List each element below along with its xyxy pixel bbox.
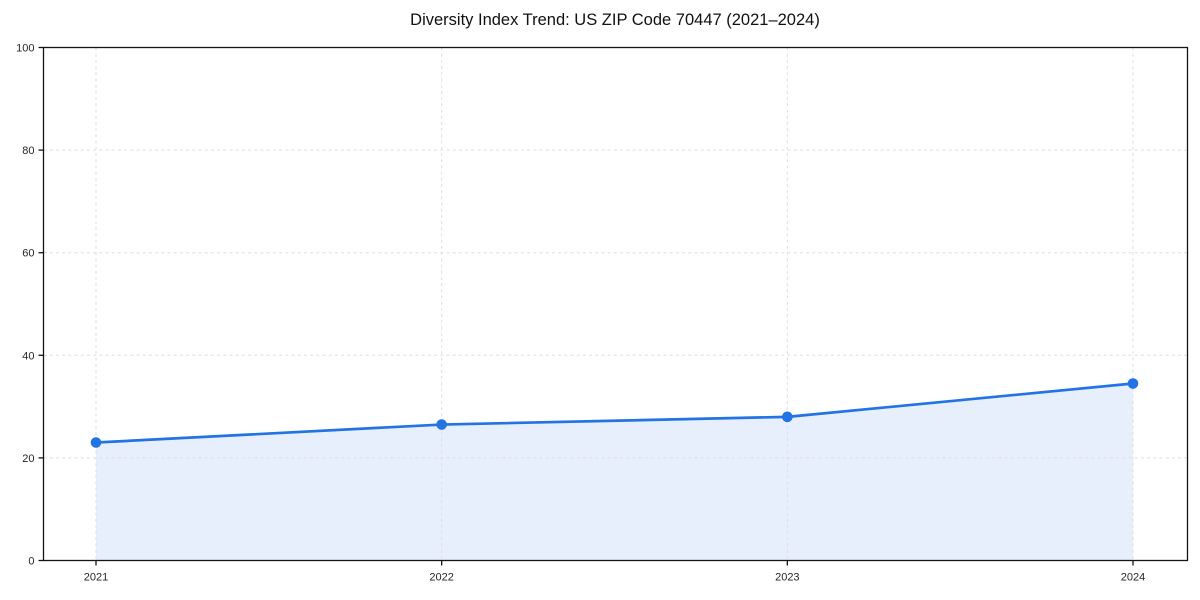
data-point-marker xyxy=(436,419,447,430)
y-axis-tick-label: 40 xyxy=(22,350,34,362)
y-axis-tick-label: 60 xyxy=(22,248,34,260)
y-axis-tick-label: 100 xyxy=(16,43,34,55)
x-axis-tick-label: 2023 xyxy=(775,572,799,584)
data-point-marker xyxy=(1127,378,1139,389)
y-axis-tick-label: 0 xyxy=(28,556,34,568)
x-axis-tick-label: 2024 xyxy=(1121,572,1145,584)
data-point-marker xyxy=(90,437,102,448)
y-axis-tick-label: 80 xyxy=(22,145,34,157)
chart-title: Diversity Index Trend: US ZIP Code 70447… xyxy=(410,11,820,29)
data-point-marker xyxy=(782,411,793,423)
plot-border xyxy=(42,46,1189,562)
area-fill xyxy=(96,383,1133,561)
trend-line xyxy=(94,382,1135,444)
y-axis-tick-label: 20 xyxy=(22,453,34,465)
x-axis-tick-label: 2022 xyxy=(429,572,453,584)
x-axis-tick-label: 2021 xyxy=(84,572,108,584)
